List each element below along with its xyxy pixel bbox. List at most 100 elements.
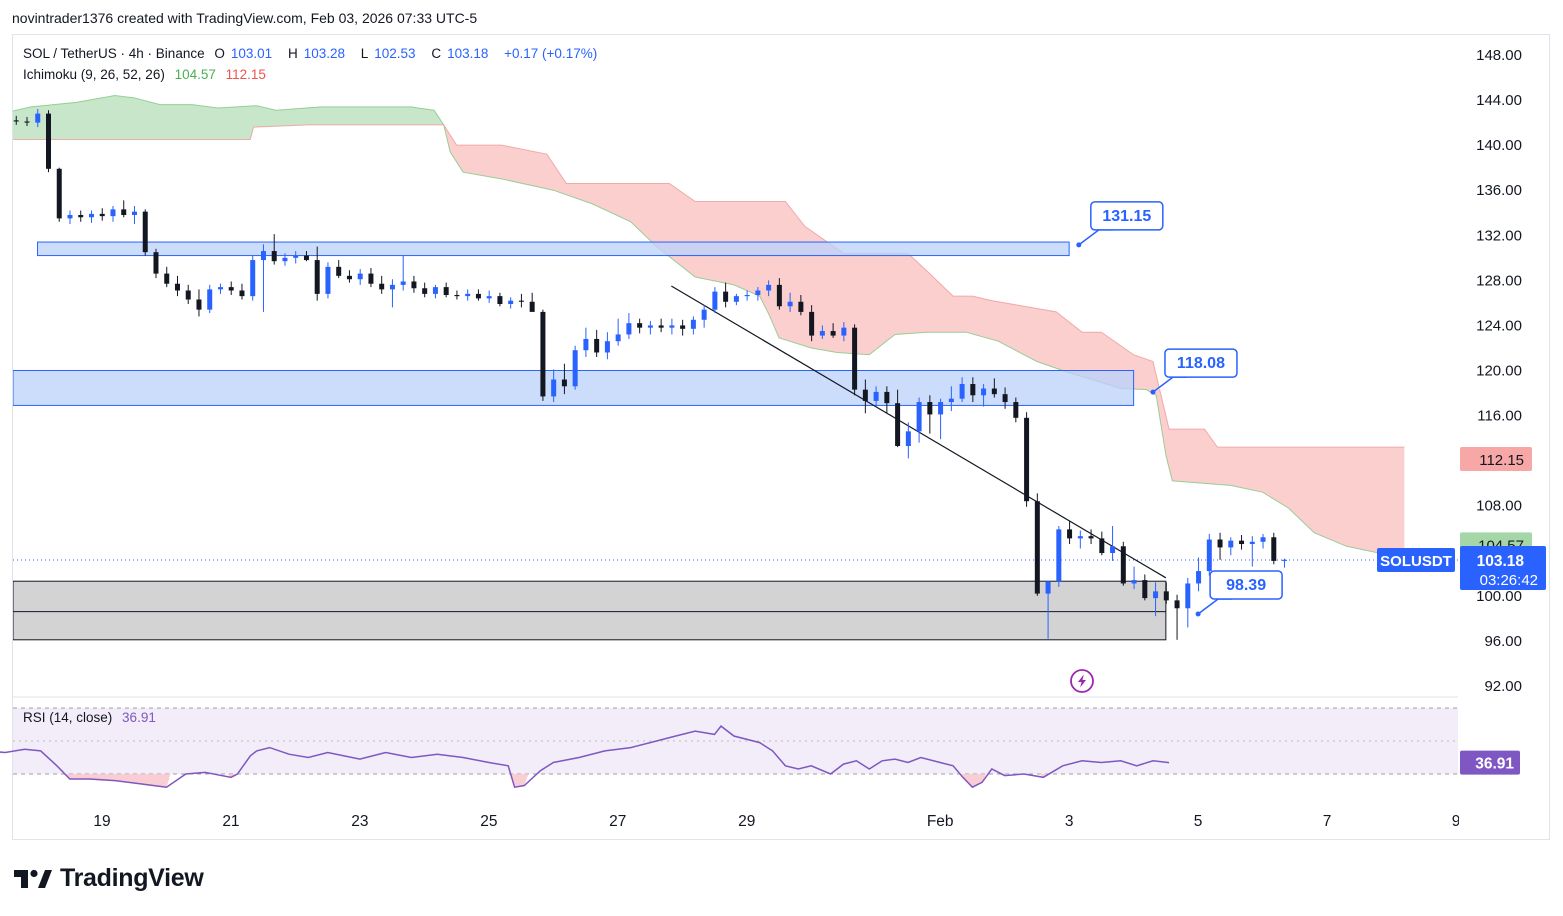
candle[interactable] [142,209,148,256]
candle[interactable] [766,280,772,297]
candle[interactable] [1067,521,1073,545]
candle[interactable] [78,210,84,222]
candle[interactable] [680,319,686,336]
candle[interactable] [346,270,352,283]
price-callout[interactable]: 131.15 [1076,201,1164,248]
candle[interactable] [422,282,428,298]
gray-zone[interactable] [13,580,1167,641]
candle[interactable] [970,377,976,403]
candle[interactable] [1013,397,1019,423]
candle[interactable] [1099,531,1105,556]
candle[interactable] [733,293,739,306]
candle[interactable] [1088,529,1094,545]
candle[interactable] [454,290,460,300]
candle[interactable] [336,260,342,279]
candle[interactable] [1217,532,1223,560]
candle[interactable] [1110,525,1116,561]
ichimoku-span-b-line[interactable] [0,124,444,142]
candle[interactable] [164,266,170,288]
candle[interactable] [712,287,718,314]
rsi-title[interactable]: RSI (14, close) [23,710,113,725]
candle[interactable] [1260,533,1266,549]
candle[interactable] [250,255,256,301]
candle[interactable] [1034,493,1040,596]
ichimoku-span-a-line[interactable] [0,95,445,142]
candle[interactable] [572,345,578,390]
candle[interactable] [1056,525,1062,587]
candle[interactable] [497,292,503,307]
candle[interactable] [819,325,825,339]
candle[interactable] [110,205,116,222]
symbol-title[interactable]: SOL / TetherUS · 4h · Binance [23,46,205,61]
candle[interactable] [948,386,954,412]
ichimoku-span-b-line[interactable] [443,124,1405,448]
candle[interactable] [486,290,492,303]
candle[interactable] [1163,582,1169,604]
candle[interactable] [1077,530,1083,549]
candle[interactable] [228,281,234,296]
candle[interactable] [551,369,557,403]
candle[interactable] [1228,537,1234,556]
candle[interactable] [615,318,621,346]
candle[interactable] [830,323,836,338]
candle[interactable] [1196,557,1202,592]
rsi-axis-badge[interactable]: 36.91 [1460,750,1520,775]
candle[interactable] [1185,577,1191,628]
candle[interactable] [669,318,675,335]
candle[interactable] [508,297,514,309]
candle[interactable] [303,251,309,262]
candle[interactable] [185,284,191,305]
upper-blue-zone[interactable] [37,241,1070,257]
candle[interactable] [862,379,868,414]
current-price-badge[interactable]: 103.18 03:26:42 [1460,546,1546,591]
candle[interactable] [325,262,331,299]
candle[interactable] [1024,412,1030,507]
candle[interactable] [690,316,696,335]
candle[interactable] [938,398,944,440]
candle[interactable] [379,275,385,294]
candle[interactable] [1153,582,1159,617]
candle[interactable] [260,244,266,312]
candle[interactable] [583,327,589,357]
rsi-legend[interactable]: RSI (14, close) 36.91 [23,710,162,725]
candle[interactable] [1131,566,1137,590]
candle[interactable] [271,234,277,265]
candle[interactable] [916,397,922,443]
candle[interactable] [368,267,374,288]
candle[interactable] [1239,535,1245,550]
candle[interactable] [432,284,438,299]
candle[interactable] [1142,574,1148,601]
candle[interactable] [1120,541,1126,586]
candle[interactable] [1249,536,1255,567]
candle[interactable] [626,313,632,339]
candle[interactable] [841,322,847,342]
candle[interactable] [701,305,707,328]
candle[interactable] [744,290,750,301]
candle[interactable] [400,255,406,291]
candle[interactable] [293,251,299,264]
candle[interactable] [1206,533,1212,576]
candle[interactable] [1174,594,1180,640]
price-callout[interactable]: 98.39 [1195,570,1283,617]
candle[interactable] [443,282,449,298]
candle[interactable] [594,329,600,357]
trendline[interactable] [671,285,1167,579]
candle[interactable] [647,320,653,335]
candle[interactable] [1002,387,1008,409]
candle[interactable] [153,248,159,279]
price-callout[interactable]: 118.08 [1150,348,1238,395]
candle[interactable] [465,289,471,301]
candle[interactable] [282,253,288,266]
candle[interactable] [755,287,761,301]
candle[interactable] [56,167,62,222]
candle[interactable] [411,275,417,293]
candle[interactable] [99,208,105,221]
candle[interactable] [1282,558,1288,568]
candle[interactable] [357,269,363,285]
bolt-icon[interactable] [1070,669,1094,693]
candle[interactable] [852,324,858,396]
candle[interactable] [207,284,213,314]
price-axis-badge[interactable]: 112.15 [1460,446,1532,471]
rsi-line[interactable] [0,725,1170,789]
